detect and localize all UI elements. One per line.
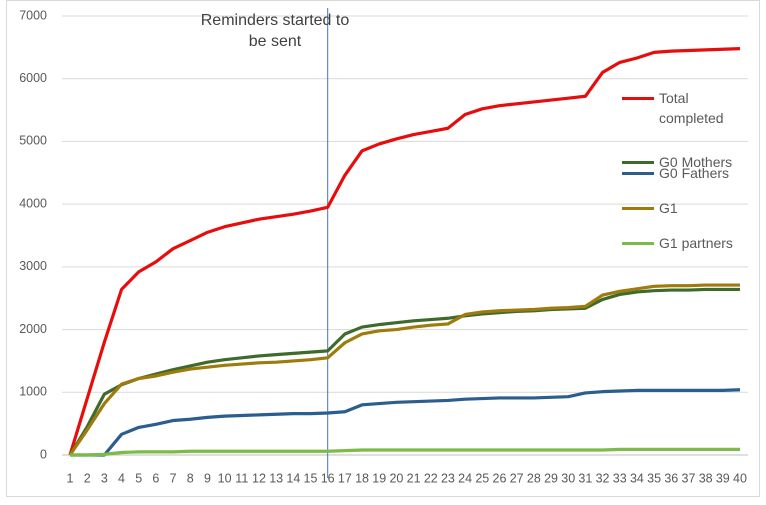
chart-border (6, 0, 760, 497)
legend-entry: Total completed (622, 88, 751, 128)
x-tick-label: 22 (424, 471, 438, 485)
x-tick-label: 40 (733, 471, 747, 485)
x-tick-label: 2 (84, 471, 91, 485)
legend-entry: G1 (622, 198, 751, 218)
x-tick-label: 37 (682, 471, 696, 485)
legend-label: Total completed (659, 90, 724, 126)
y-tick-label: 5000 (19, 134, 47, 148)
x-tick-label: 4 (118, 471, 125, 485)
x-tick-label: 15 (304, 471, 318, 485)
x-tick-label: 30 (561, 471, 575, 485)
x-tick-label: 35 (647, 471, 661, 485)
x-tick-label: 36 (664, 471, 678, 485)
series-line (68, 287, 740, 456)
y-tick-label: 4000 (19, 196, 47, 210)
legend-swatch (622, 97, 654, 100)
legend-entry: G1 partners (622, 233, 751, 253)
x-tick-label: 19 (372, 471, 386, 485)
x-tick-label: 12 (252, 471, 266, 485)
legend-label: G1 (659, 200, 678, 216)
x-tick-label: 39 (716, 471, 730, 485)
y-tick-label: 2000 (19, 322, 47, 336)
series-line (68, 283, 740, 456)
y-tick-label: 6000 (19, 71, 47, 85)
series-line (70, 388, 741, 457)
x-tick-label: 3 (101, 471, 108, 485)
x-tick-label: 10 (218, 471, 232, 485)
x-tick-label: 8 (187, 471, 194, 485)
x-tick-label: 27 (510, 471, 524, 485)
x-tick-label: 26 (493, 471, 507, 485)
series-line (70, 447, 740, 457)
series-line (68, 47, 741, 456)
x-tick-label: 25 (475, 471, 489, 485)
x-tick-label: 9 (204, 471, 211, 485)
x-tick-label: 20 (389, 471, 403, 485)
x-tick-label: 28 (527, 471, 541, 485)
annotation: Reminders started to be sent (200, 12, 350, 50)
y-tick-label: 0 (40, 447, 47, 461)
x-tick-label: 16 (321, 471, 335, 485)
y-tick-label: 3000 (19, 259, 47, 273)
x-tick-label: 32 (596, 471, 610, 485)
x-tick-label: 6 (152, 471, 159, 485)
legend-entry: G0 Mothers (622, 152, 751, 172)
x-tick-label: 1 (67, 471, 74, 485)
x-tick-label: 23 (441, 471, 455, 485)
legend-entry: G0 Fathers (622, 163, 751, 183)
legend-label: G0 Mothers (659, 154, 733, 170)
x-tick-label: 21 (407, 471, 421, 485)
x-tick-label: 17 (338, 471, 352, 485)
legend-label: G0 Fathers (659, 165, 730, 181)
x-tick-label: 14 (286, 471, 300, 485)
x-tick-label: 5 (135, 471, 142, 485)
legend-swatch (622, 207, 654, 210)
y-tick-label: 7000 (19, 8, 47, 22)
x-tick-label: 24 (458, 471, 472, 485)
y-tick-label: 1000 (19, 385, 47, 399)
x-tick-label: 18 (355, 471, 369, 485)
legend-swatch (622, 242, 654, 245)
x-tick-label: 11 (235, 471, 248, 485)
x-tick-label: 13 (269, 471, 283, 485)
x-tick-label: 33 (613, 471, 627, 485)
legend-swatch (622, 172, 654, 175)
legend-label: G1 partners (659, 235, 733, 251)
legend-swatch (622, 161, 654, 164)
x-tick-label: 38 (699, 471, 713, 485)
x-tick-label: 34 (630, 471, 644, 485)
x-tick-label: 31 (578, 471, 592, 485)
x-tick-label: 7 (170, 471, 177, 485)
x-tick-label: 29 (544, 471, 558, 485)
